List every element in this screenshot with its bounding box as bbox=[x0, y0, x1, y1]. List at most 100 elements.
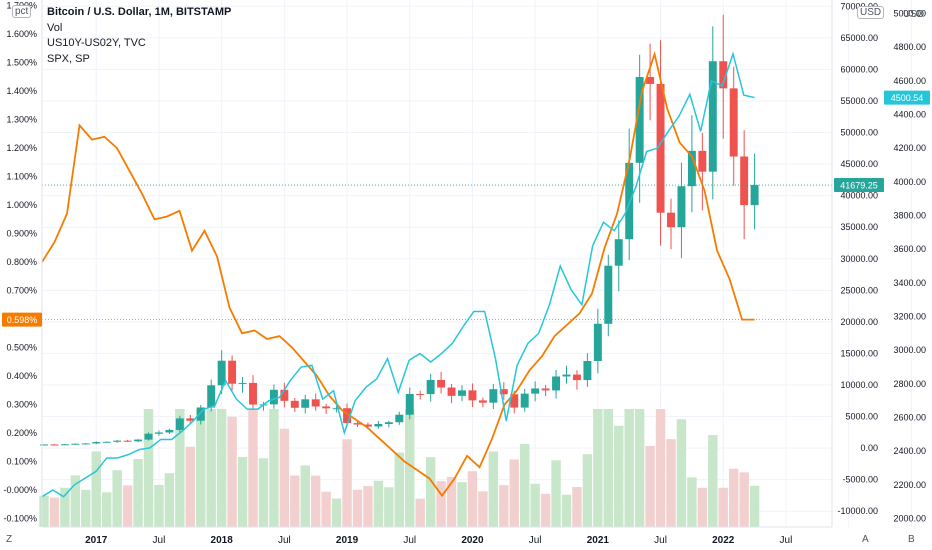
volume-bar bbox=[530, 483, 540, 527]
volume-bar bbox=[216, 409, 227, 527]
time-axis-label: 2019 bbox=[336, 535, 359, 546]
candle-body bbox=[102, 441, 111, 443]
btc-axis-tick: 20000.00 bbox=[840, 317, 878, 327]
candle-body bbox=[207, 385, 216, 408]
candle-body bbox=[426, 379, 435, 395]
volume-bar bbox=[728, 468, 739, 527]
volume-bar bbox=[81, 489, 91, 527]
volume-bar bbox=[676, 419, 687, 527]
spx-axis-tick: 4000.00 bbox=[893, 177, 926, 187]
volume-bar bbox=[258, 458, 269, 527]
spx-line bbox=[41, 51, 755, 498]
left-axis-tick: 0.700% bbox=[6, 286, 37, 296]
btc-last-badge: 41679.25 bbox=[840, 181, 878, 191]
btc-axis-tick: 55000.00 bbox=[840, 96, 878, 106]
spx-unit-label[interactable]: USD bbox=[903, 9, 925, 20]
spx-axis-tick: 2600.00 bbox=[893, 413, 926, 423]
volume-bar bbox=[603, 409, 614, 527]
volume-bar bbox=[697, 487, 708, 527]
candle-body bbox=[531, 388, 540, 394]
spx-last-badge: 4500.54 bbox=[891, 93, 924, 103]
btc-axis-tick: 5000.00 bbox=[845, 412, 878, 422]
volume-bar bbox=[133, 459, 143, 527]
btc-unit-label[interactable]: USD bbox=[857, 6, 885, 19]
candle-body bbox=[583, 361, 592, 381]
volume-bar bbox=[415, 498, 425, 527]
candle-body bbox=[238, 382, 247, 384]
left-axis-tick: 1.300% bbox=[6, 115, 37, 125]
time-axis-label: Jul bbox=[780, 535, 793, 546]
volume-bar bbox=[373, 480, 384, 527]
candle-body bbox=[667, 212, 675, 228]
spread-last-badge-bg bbox=[2, 312, 42, 327]
spx-axis-tick: 2400.00 bbox=[893, 446, 926, 456]
spx-legend[interactable]: SPX, SP bbox=[47, 52, 90, 65]
candle-body bbox=[154, 432, 163, 434]
left-unit-label[interactable]: pct bbox=[12, 5, 32, 18]
volume-bar bbox=[143, 409, 154, 527]
volume-bar bbox=[300, 465, 310, 527]
zoom-button[interactable]: Z bbox=[6, 534, 13, 545]
volume-bar bbox=[122, 485, 133, 527]
time-axis-label: Jul bbox=[403, 535, 416, 546]
spx-axis-tick: 4800.00 bbox=[893, 42, 926, 52]
candle-body bbox=[405, 393, 414, 415]
volume-bar bbox=[645, 446, 655, 527]
candle-body bbox=[572, 374, 581, 381]
volume-bar bbox=[70, 475, 81, 527]
spread-last-badge: 0.598% bbox=[7, 315, 38, 325]
volume-bar bbox=[666, 439, 676, 527]
time-axis-label: Jul bbox=[153, 535, 166, 546]
vol-legend[interactable]: Vol bbox=[47, 21, 63, 34]
candle-body bbox=[144, 433, 153, 440]
candle-body bbox=[750, 185, 759, 206]
volume-bar bbox=[655, 409, 666, 527]
left-axis-tick: 1.200% bbox=[6, 143, 37, 153]
volume-bar bbox=[708, 435, 718, 527]
candle-body bbox=[437, 379, 446, 388]
volume-bar bbox=[394, 452, 405, 527]
volume-bar bbox=[49, 497, 60, 527]
candle-body bbox=[614, 239, 623, 266]
candle-body bbox=[249, 382, 257, 405]
left-axis-tick: 0.900% bbox=[6, 229, 37, 239]
btc-axis-tick: 25000.00 bbox=[840, 285, 878, 295]
candle-body bbox=[541, 388, 550, 391]
volume-bar bbox=[488, 451, 499, 527]
btc-axis-tick: 65000.00 bbox=[840, 33, 878, 43]
btc-axis-tick: 40000.00 bbox=[840, 191, 878, 201]
left-axis-tick: 0.500% bbox=[6, 343, 37, 353]
candle-body bbox=[510, 394, 519, 408]
spx-last-badge-bg bbox=[884, 90, 930, 105]
log-scale-button[interactable]: B bbox=[908, 534, 915, 545]
auto-scale-button[interactable]: A bbox=[862, 534, 869, 545]
candle-body bbox=[60, 444, 69, 446]
spx-axis-tick: 2200.00 bbox=[893, 480, 926, 490]
candle-body bbox=[499, 389, 508, 395]
candle-body bbox=[552, 376, 561, 391]
left-axis-tick: 0.100% bbox=[6, 456, 37, 466]
candle-body bbox=[562, 374, 571, 377]
volume-bar bbox=[446, 477, 457, 527]
left-axis-tick: -0.100% bbox=[3, 513, 37, 523]
volume-bar bbox=[321, 491, 331, 527]
time-axis-label: Jul bbox=[278, 535, 291, 546]
symbol-title[interactable]: Bitcoin / U.S. Dollar, 1M, BITSTAMP bbox=[47, 6, 232, 18]
candle-body bbox=[478, 400, 487, 403]
volume-bars bbox=[39, 409, 760, 527]
candle-body bbox=[311, 399, 320, 407]
candle-body bbox=[719, 61, 728, 89]
time-axis-label: 2022 bbox=[712, 535, 735, 546]
candle-body bbox=[458, 390, 466, 396]
volume-bar bbox=[467, 471, 478, 527]
volume-bar bbox=[749, 485, 760, 527]
time-axis-label: 2021 bbox=[587, 535, 610, 546]
volume-bar bbox=[582, 454, 593, 527]
btc-axis-tick: -10000.00 bbox=[837, 506, 878, 516]
left-axis-tick: 0.800% bbox=[6, 257, 37, 267]
left-axis-tick: 1.100% bbox=[6, 172, 37, 182]
candle-body bbox=[92, 442, 101, 444]
candle-body bbox=[593, 323, 602, 362]
spread-legend[interactable]: US10Y-US02Y, TVC bbox=[47, 37, 146, 49]
